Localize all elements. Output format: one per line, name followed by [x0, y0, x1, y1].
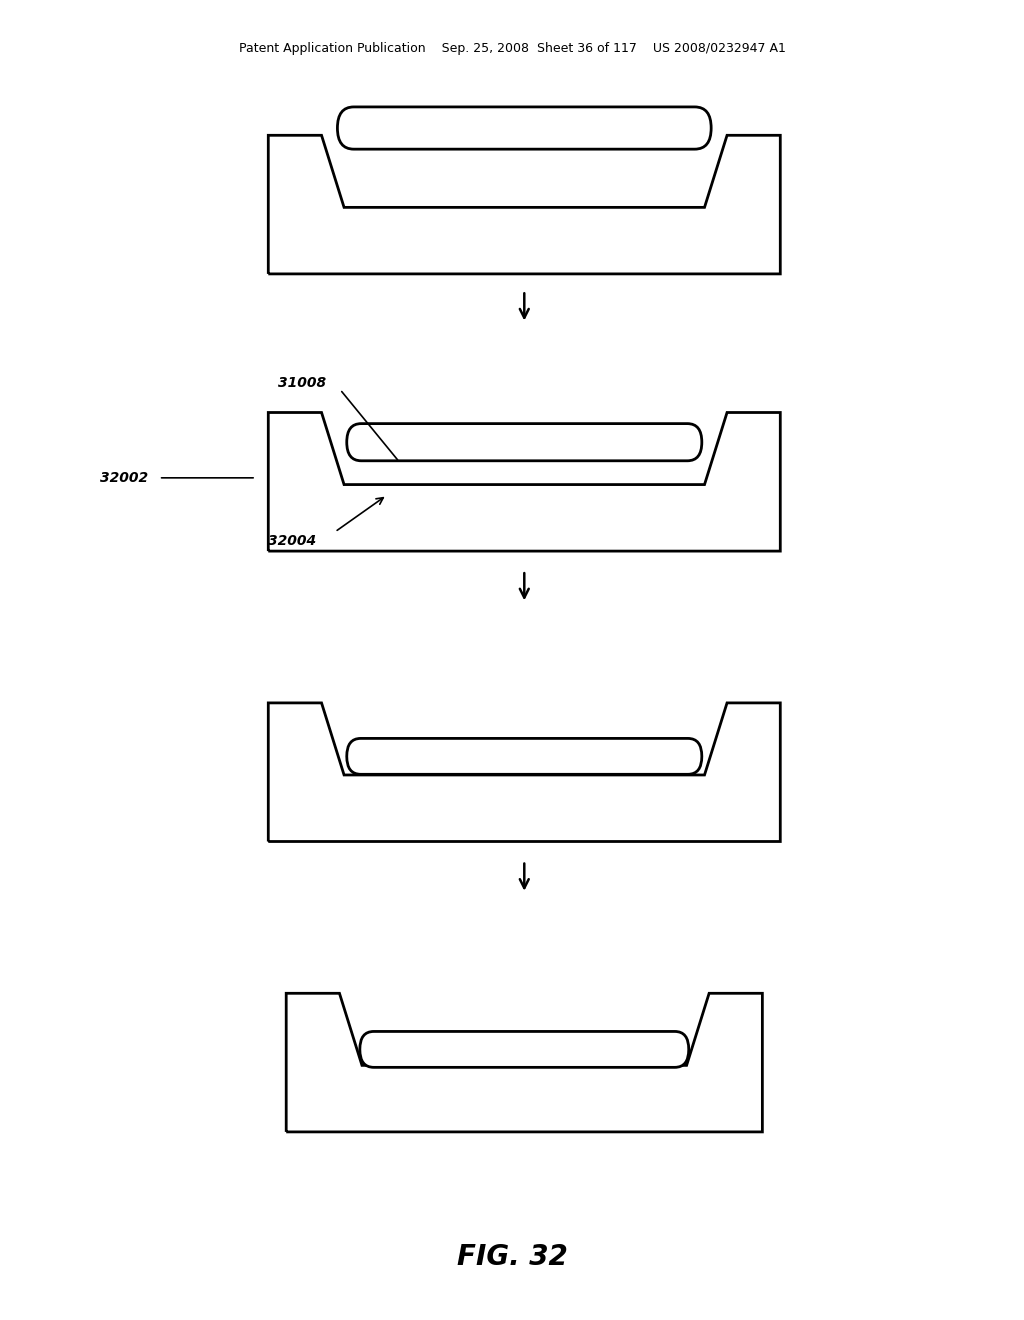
FancyBboxPatch shape — [359, 1031, 689, 1068]
FancyBboxPatch shape — [347, 738, 701, 775]
Text: FIG. 32: FIG. 32 — [457, 1242, 567, 1271]
FancyBboxPatch shape — [338, 107, 711, 149]
Text: 32002: 32002 — [100, 471, 148, 484]
Text: Patent Application Publication    Sep. 25, 2008  Sheet 36 of 117    US 2008/0232: Patent Application Publication Sep. 25, … — [239, 42, 785, 55]
Text: 31008: 31008 — [279, 376, 326, 389]
FancyBboxPatch shape — [347, 424, 701, 461]
Text: 32004: 32004 — [268, 535, 315, 548]
